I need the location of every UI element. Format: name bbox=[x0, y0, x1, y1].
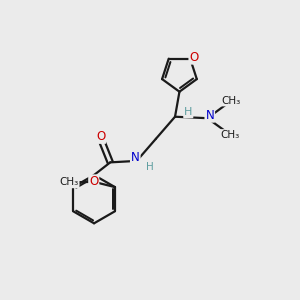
Text: N: N bbox=[131, 152, 140, 164]
Text: CH₃: CH₃ bbox=[220, 130, 240, 140]
Text: O: O bbox=[89, 175, 98, 188]
Text: H: H bbox=[184, 107, 193, 117]
Text: O: O bbox=[189, 51, 199, 64]
Text: CH₃: CH₃ bbox=[59, 177, 79, 188]
Text: CH₃: CH₃ bbox=[221, 95, 241, 106]
Text: N: N bbox=[206, 109, 214, 122]
Text: O: O bbox=[96, 130, 105, 143]
Text: H: H bbox=[146, 162, 154, 172]
